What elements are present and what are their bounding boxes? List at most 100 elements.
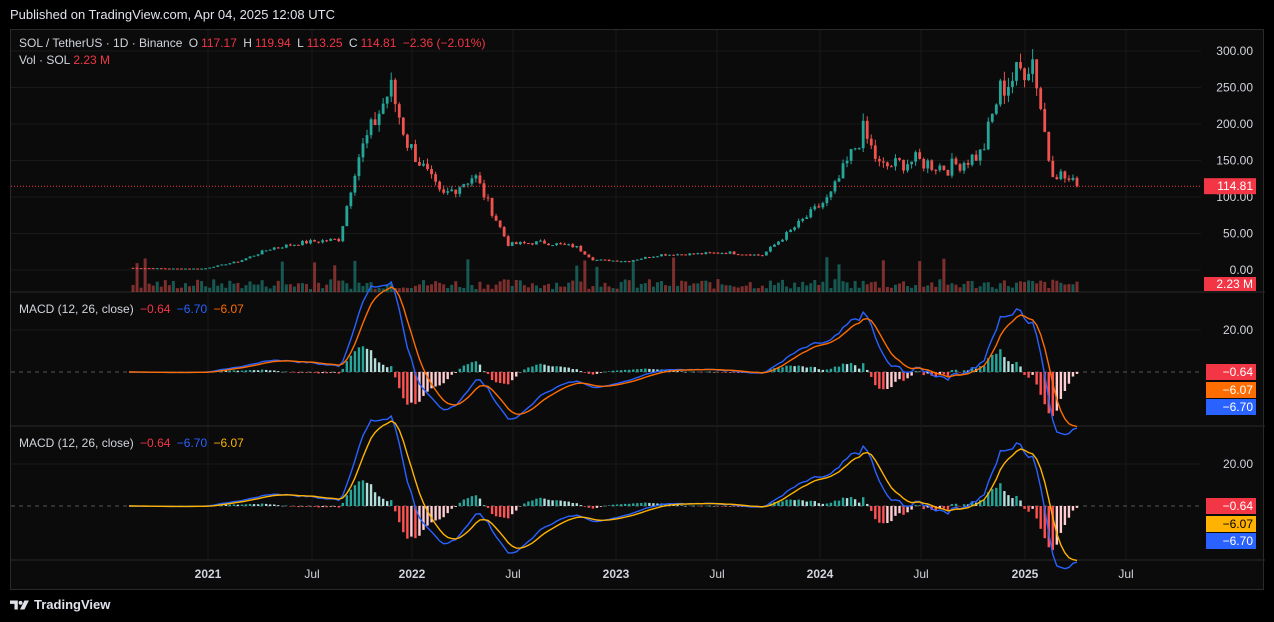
volume-bar bbox=[676, 285, 680, 292]
volume-bar bbox=[264, 286, 268, 292]
candle-body bbox=[676, 254, 680, 256]
macd-hist-bar bbox=[240, 370, 244, 372]
candle-body bbox=[785, 232, 788, 240]
volume-bar bbox=[643, 283, 647, 292]
volume-bar bbox=[958, 287, 962, 292]
macd-hist-bar bbox=[575, 369, 578, 372]
volume-bar bbox=[155, 281, 159, 292]
candle-body bbox=[744, 254, 748, 256]
macd-hist-bar bbox=[954, 369, 958, 372]
volume-bar bbox=[551, 288, 555, 292]
candle-body bbox=[143, 268, 147, 270]
candle-body bbox=[317, 241, 320, 243]
macd-hist-bar bbox=[829, 502, 833, 506]
candle-body bbox=[716, 252, 720, 254]
chart-canvas[interactable]: 2021 Jul 2022 Jul 2023 Jul 2024 Jul 2025 Jul 300.0… bbox=[11, 30, 1265, 591]
macd-hist-bar bbox=[446, 372, 449, 380]
candle-body bbox=[1007, 86, 1010, 96]
macd-hist-bar bbox=[458, 368, 461, 372]
macd-hist-bar bbox=[640, 502, 643, 506]
macd-hist-bar bbox=[656, 503, 659, 506]
macd-hist-bar bbox=[466, 498, 470, 506]
volume-bar bbox=[623, 279, 627, 292]
volume-bar bbox=[1035, 283, 1039, 292]
candle-body bbox=[486, 197, 490, 199]
macd-hist-bar bbox=[268, 370, 272, 372]
macd-hist-bar bbox=[728, 372, 732, 373]
macd-hist-bar bbox=[866, 369, 869, 372]
macd-hist-bar bbox=[349, 489, 353, 506]
candle-body bbox=[131, 267, 135, 269]
candle-body bbox=[760, 255, 764, 257]
volume-bar bbox=[163, 280, 167, 292]
volume-bar bbox=[797, 287, 801, 292]
volume-bar bbox=[543, 285, 547, 292]
symbol-title[interactable]: SOL / TetherUS · 1D · Binance bbox=[19, 36, 183, 50]
macd-hist-bar bbox=[1035, 506, 1038, 519]
candle-body bbox=[688, 253, 692, 256]
chart-frame[interactable]: 2021 Jul 2022 Jul 2023 Jul 2024 Jul 2025 Jul 300.0… bbox=[10, 29, 1265, 591]
candle-body bbox=[256, 254, 260, 256]
macd-hist-bar bbox=[680, 505, 683, 506]
volume-bar bbox=[563, 286, 567, 292]
volume-bar bbox=[849, 288, 853, 292]
candle-body bbox=[450, 189, 454, 192]
candle-body bbox=[712, 252, 716, 254]
macd-hist-bar bbox=[696, 505, 699, 507]
volume-bar bbox=[1063, 284, 1067, 292]
macd-hist-bar bbox=[692, 371, 695, 373]
macd-hist-bar bbox=[732, 372, 736, 373]
macd-hist-bar bbox=[837, 500, 841, 506]
tradingview-logo[interactable]: TradingView bbox=[10, 597, 110, 612]
macd-hist-bar bbox=[1067, 372, 1071, 384]
volume-legend: Vol · SOL 2.23 M bbox=[19, 53, 111, 67]
candle-body bbox=[276, 247, 280, 249]
volume-bar bbox=[647, 279, 651, 292]
macd-hist-bar bbox=[962, 504, 966, 506]
macd-hist-bar bbox=[571, 368, 574, 372]
candle-body bbox=[898, 158, 901, 160]
candle-body bbox=[865, 120, 869, 139]
volume-bar bbox=[1047, 288, 1051, 292]
macd-hist-bar bbox=[260, 503, 264, 506]
volume-bar bbox=[220, 283, 224, 292]
macd-hist-bar bbox=[785, 365, 788, 372]
candle-body bbox=[773, 244, 776, 247]
volume-bar bbox=[982, 282, 986, 292]
macd-hist-bar bbox=[644, 368, 647, 372]
volume-bar bbox=[272, 285, 276, 292]
volume-bar bbox=[1055, 280, 1059, 292]
macd-hist-bar bbox=[966, 370, 970, 372]
macd-hist-bar bbox=[365, 482, 369, 506]
macd-hist-bar bbox=[515, 372, 518, 377]
candle-body bbox=[426, 163, 429, 170]
macd-hist-bar bbox=[833, 500, 837, 506]
volume-bar bbox=[478, 281, 482, 292]
volume-bar bbox=[873, 281, 877, 292]
macd-hist-bar bbox=[478, 364, 482, 372]
candle-body bbox=[474, 175, 478, 179]
macd-hist-bar bbox=[611, 504, 615, 506]
macd-hist-bar bbox=[373, 492, 377, 506]
macd-hist-bar bbox=[264, 369, 268, 372]
candle-body bbox=[825, 197, 829, 204]
candle-body bbox=[244, 258, 248, 261]
candle-body bbox=[381, 103, 385, 114]
macd-hist-bar bbox=[1063, 372, 1067, 391]
change-value: −2.36 (−2.01%) bbox=[402, 36, 486, 50]
volume-bar bbox=[522, 285, 526, 292]
volume-bar bbox=[434, 281, 438, 292]
macd-hist-bar bbox=[527, 367, 530, 372]
macd-hist-bar bbox=[414, 506, 417, 539]
volume-bar bbox=[841, 281, 845, 292]
macd-hist-bar bbox=[539, 363, 542, 372]
candle-body bbox=[918, 152, 922, 159]
volume-bar bbox=[252, 284, 256, 292]
macd-hist-bar bbox=[458, 502, 461, 506]
macd-hist-bar bbox=[325, 372, 328, 374]
volume-bars bbox=[131, 257, 1079, 292]
time-tick-label: 2022 bbox=[399, 567, 426, 581]
candle-body bbox=[752, 254, 756, 256]
volume-bar bbox=[934, 286, 938, 292]
candle-body bbox=[284, 244, 288, 248]
